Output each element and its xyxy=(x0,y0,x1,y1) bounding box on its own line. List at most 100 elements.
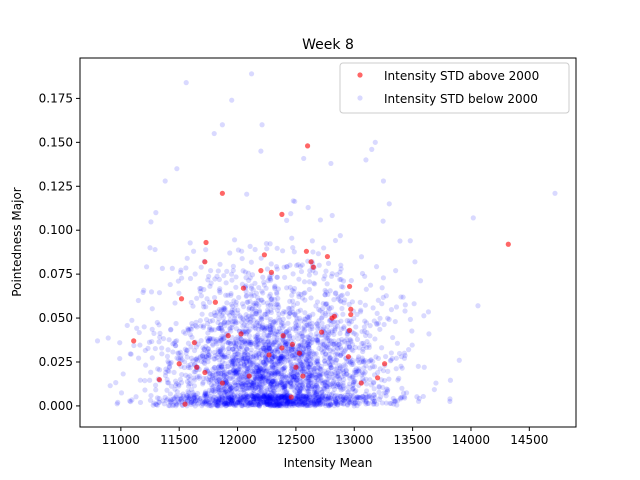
point-below-2000 xyxy=(303,401,309,408)
point-below-2000 xyxy=(281,401,287,407)
point-below-2000 xyxy=(281,385,288,391)
point-below-2000 xyxy=(247,382,253,388)
point-below-2000 xyxy=(202,393,208,399)
point-below-2000 xyxy=(292,354,298,360)
point-below-2000 xyxy=(291,249,297,255)
point-below-2000 xyxy=(298,392,304,398)
point-below-2000 xyxy=(308,371,314,378)
point-below-2000 xyxy=(257,363,263,369)
point-below-2000 xyxy=(287,383,294,389)
point-below-2000 xyxy=(400,390,407,396)
point-below-2000 xyxy=(259,316,265,322)
point-below-2000 xyxy=(325,260,332,266)
point-below-2000 xyxy=(267,357,273,363)
point-below-2000 xyxy=(256,368,262,374)
point-below-2000 xyxy=(170,403,176,409)
point-below-2000 xyxy=(160,336,167,342)
point-below-2000 xyxy=(279,400,286,406)
point-below-2000 xyxy=(265,401,271,408)
point-below-2000 xyxy=(248,313,254,319)
point-below-2000 xyxy=(317,325,323,331)
point-below-2000 xyxy=(331,338,337,344)
point-below-2000 xyxy=(287,333,293,339)
point-above-2000 xyxy=(194,364,200,370)
point-below-2000 xyxy=(241,339,247,345)
point-below-2000 xyxy=(214,341,220,347)
point-below-2000 xyxy=(274,245,280,251)
point-below-2000 xyxy=(330,383,337,390)
point-below-2000 xyxy=(475,303,481,309)
point-below-2000 xyxy=(293,326,299,332)
point-below-2000 xyxy=(247,243,253,249)
point-below-2000 xyxy=(279,353,285,359)
point-below-2000 xyxy=(288,361,294,367)
point-below-2000 xyxy=(268,348,274,354)
point-below-2000 xyxy=(359,340,365,347)
point-below-2000 xyxy=(313,358,320,365)
point-below-2000 xyxy=(267,398,274,404)
point-below-2000 xyxy=(265,394,271,400)
point-below-2000 xyxy=(295,308,301,315)
point-below-2000 xyxy=(274,403,280,409)
point-below-2000 xyxy=(200,401,206,407)
point-below-2000 xyxy=(185,394,192,401)
point-below-2000 xyxy=(272,370,278,376)
point-above-2000 xyxy=(266,352,272,358)
point-below-2000 xyxy=(305,376,312,382)
point-below-2000 xyxy=(302,382,309,388)
point-below-2000 xyxy=(260,366,267,372)
point-below-2000 xyxy=(323,403,329,409)
point-above-2000 xyxy=(225,333,231,339)
point-below-2000 xyxy=(194,394,201,401)
point-below-2000 xyxy=(359,359,365,365)
point-below-2000 xyxy=(203,316,210,323)
point-below-2000 xyxy=(305,364,311,370)
point-below-2000 xyxy=(291,387,297,393)
point-below-2000 xyxy=(270,365,276,371)
point-below-2000 xyxy=(392,398,399,404)
point-below-2000 xyxy=(170,349,176,355)
point-below-2000 xyxy=(249,401,255,408)
point-below-2000 xyxy=(201,392,207,399)
point-below-2000 xyxy=(233,343,239,350)
point-below-2000 xyxy=(364,388,370,394)
point-below-2000 xyxy=(341,377,347,383)
point-below-2000 xyxy=(299,394,305,401)
point-below-2000 xyxy=(381,390,387,396)
point-below-2000 xyxy=(292,346,299,352)
point-below-2000 xyxy=(251,395,257,401)
point-below-2000 xyxy=(308,353,314,360)
point-below-2000 xyxy=(229,319,235,325)
point-below-2000 xyxy=(278,370,285,377)
point-below-2000 xyxy=(271,378,277,384)
point-below-2000 xyxy=(372,336,378,342)
point-below-2000 xyxy=(268,380,274,386)
point-below-2000 xyxy=(221,401,227,407)
point-below-2000 xyxy=(246,306,252,312)
point-below-2000 xyxy=(178,267,184,273)
point-below-2000 xyxy=(368,382,374,388)
point-below-2000 xyxy=(218,370,224,376)
point-below-2000 xyxy=(307,393,313,399)
point-below-2000 xyxy=(244,315,250,321)
point-below-2000 xyxy=(167,391,173,397)
point-below-2000 xyxy=(232,394,238,400)
point-below-2000 xyxy=(212,386,218,392)
point-below-2000 xyxy=(325,359,331,365)
point-below-2000 xyxy=(392,398,398,405)
point-below-2000 xyxy=(256,379,263,385)
point-below-2000 xyxy=(279,379,285,385)
point-below-2000 xyxy=(346,321,352,327)
point-below-2000 xyxy=(328,160,334,167)
point-below-2000 xyxy=(395,377,401,383)
point-below-2000 xyxy=(259,324,266,330)
point-below-2000 xyxy=(224,402,230,408)
point-below-2000 xyxy=(332,326,338,332)
point-above-2000 xyxy=(318,329,325,335)
point-below-2000 xyxy=(251,392,258,398)
point-below-2000 xyxy=(236,371,242,377)
point-below-2000 xyxy=(233,386,239,392)
point-below-2000 xyxy=(221,352,228,358)
point-below-2000 xyxy=(295,336,301,342)
point-below-2000 xyxy=(214,402,220,408)
